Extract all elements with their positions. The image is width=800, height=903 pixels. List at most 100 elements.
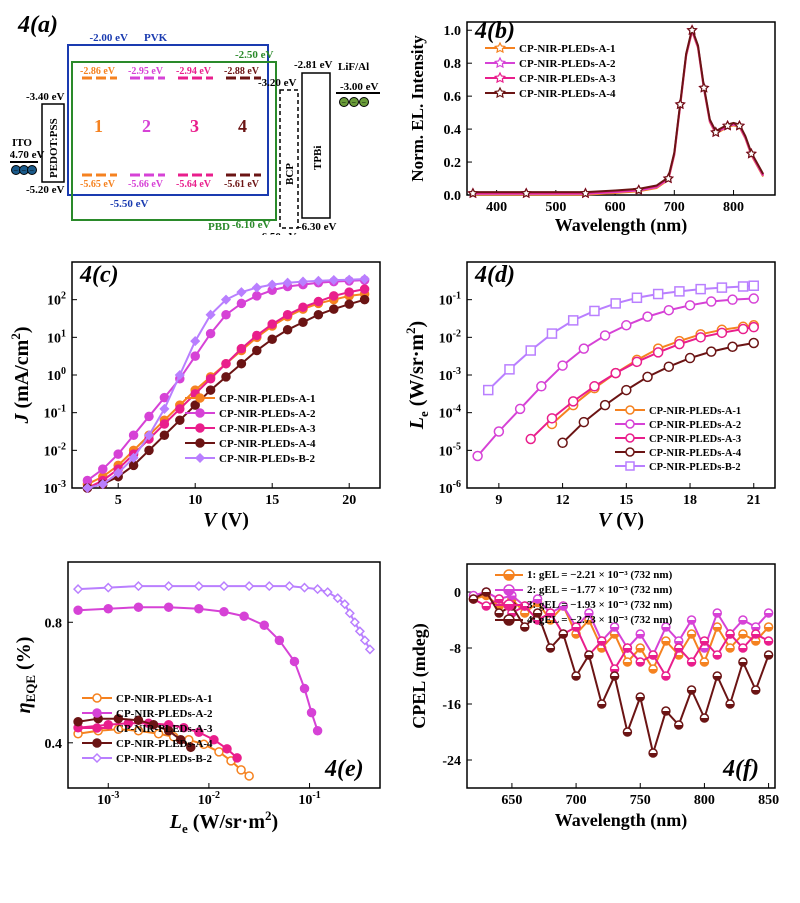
svg-text:CP-NIR-PLEDs-A-2: CP-NIR-PLEDs-A-2	[649, 420, 741, 431]
svg-text:-5.20 eV: -5.20 eV	[26, 184, 65, 196]
svg-text:800: 800	[723, 200, 744, 215]
panel-c: 510152010-310-210-1100101102CP-NIR-PLEDs…	[10, 250, 395, 540]
svg-text:10-5: 10-5	[439, 441, 461, 459]
svg-text:1: 1	[94, 116, 103, 136]
svg-text:9: 9	[495, 493, 502, 508]
svg-text:PEDOT:PSS: PEDOT:PSS	[48, 118, 60, 178]
svg-text:CP-NIR-PLEDs-A-3: CP-NIR-PLEDs-A-3	[519, 73, 616, 85]
svg-text:CP-NIR-PLEDs-A-2: CP-NIR-PLEDs-A-2	[219, 408, 316, 420]
svg-text:PBD: PBD	[208, 221, 230, 233]
svg-text:V (V): V (V)	[203, 509, 249, 531]
svg-text:4(c): 4(c)	[79, 262, 119, 288]
svg-text:CP-NIR-PLEDs-A-4: CP-NIR-PLEDs-A-4	[219, 438, 316, 450]
svg-text:-3.00 eV: -3.00 eV	[340, 81, 379, 93]
svg-text:10-1: 10-1	[44, 404, 66, 422]
figure-grid: 4(a) ITO -4.70 eV − − − PEDOT:PSS -3.40 …	[10, 10, 790, 840]
svg-text:-5.64 eV: -5.64 eV	[176, 179, 212, 190]
svg-text:650: 650	[501, 793, 522, 808]
svg-text:10-3: 10-3	[439, 366, 461, 384]
svg-text:-6.30 eV: -6.30 eV	[298, 221, 337, 233]
svg-text:CP-NIR-PLEDs-A-4: CP-NIR-PLEDs-A-4	[116, 738, 213, 750]
panel-a-label: 4(a)	[17, 12, 58, 38]
svg-text:-6.10 eV: -6.10 eV	[232, 219, 271, 231]
svg-text:3: 3	[190, 116, 199, 136]
layer-ito: ITO -4.70 eV − − −	[10, 137, 45, 175]
svg-text:CP-NIR-PLEDs-A-3: CP-NIR-PLEDs-A-3	[116, 723, 213, 735]
svg-text:−: −	[14, 166, 19, 175]
svg-text:-24: -24	[442, 754, 461, 769]
panel-f: 650700750800850-24-16-801: gEL = −2.21 ×…	[405, 550, 790, 840]
svg-text:1: gEL = −2.21 × 10⁻³ (732 nm): 1: gEL = −2.21 × 10⁻³ (732 nm)	[527, 569, 673, 581]
svg-text:CP-NIR-PLEDs-B-2: CP-NIR-PLEDs-B-2	[219, 453, 315, 465]
svg-text:10-4: 10-4	[439, 404, 461, 422]
svg-text:10-2: 10-2	[198, 790, 220, 808]
svg-text:PVK: PVK	[144, 32, 168, 44]
svg-text:Le (W/sr·m2): Le (W/sr·m2)	[169, 808, 278, 835]
svg-text:CP-NIR-PLEDs-B-2: CP-NIR-PLEDs-B-2	[116, 753, 212, 765]
svg-text:700: 700	[664, 200, 685, 215]
svg-text:CP-NIR-PLEDs-A-1: CP-NIR-PLEDs-A-1	[219, 393, 316, 405]
svg-text:10-3: 10-3	[44, 479, 66, 497]
svg-text:-2.00 eV: -2.00 eV	[90, 32, 129, 44]
layer-bcp: BCP -3.20 eV -6.50 eV	[258, 77, 298, 235]
svg-text:−: −	[30, 166, 35, 175]
svg-text:10-6: 10-6	[439, 479, 461, 497]
svg-text:-2.86 eV: -2.86 eV	[80, 66, 116, 77]
svg-text:V (V): V (V)	[598, 509, 644, 531]
svg-text:Wavelength (nm): Wavelength (nm)	[555, 215, 688, 235]
svg-text:−: −	[342, 98, 347, 107]
svg-text:-2.81 eV: -2.81 eV	[294, 59, 333, 71]
svg-text:-6.50 eV: -6.50 eV	[258, 231, 297, 235]
svg-text:-3.40 eV: -3.40 eV	[26, 91, 65, 103]
svg-text:CP-NIR-PLEDs-A-1: CP-NIR-PLEDs-A-1	[519, 43, 616, 55]
svg-text:3: gEL = −1.93 × 10⁻³ (732 nm): 3: gEL = −1.93 × 10⁻³ (732 nm)	[527, 599, 673, 611]
svg-text:-5.66 eV: -5.66 eV	[128, 179, 164, 190]
panel-d: 91215182110-610-510-410-310-210-1CP-NIR-…	[405, 250, 790, 540]
svg-text:Wavelength (nm): Wavelength (nm)	[555, 810, 688, 831]
chart-f: 650700750800850-24-16-801: gEL = −2.21 ×…	[405, 550, 785, 835]
svg-text:400: 400	[486, 200, 507, 215]
svg-text:4: 4	[238, 116, 247, 136]
svg-text:15: 15	[265, 493, 279, 508]
svg-text:0: 0	[454, 586, 461, 601]
svg-text:−: −	[362, 98, 367, 107]
svg-text:Le (W/sr·m2): Le (W/sr·m2)	[405, 321, 431, 430]
svg-text:CP-NIR-PLEDs-A-3: CP-NIR-PLEDs-A-3	[219, 423, 316, 435]
svg-text:750: 750	[630, 793, 651, 808]
svg-text:4: gEL = −2.73 × 10⁻³ (732 nm): 4: gEL = −2.73 × 10⁻³ (732 nm)	[527, 614, 673, 626]
svg-text:CPEL (mdeg): CPEL (mdeg)	[409, 623, 430, 729]
svg-text:4(b): 4(b)	[474, 18, 515, 44]
svg-text:20: 20	[342, 493, 356, 508]
svg-text:4(e): 4(e)	[324, 756, 364, 782]
svg-text:-2.50 eV: -2.50 eV	[235, 49, 274, 61]
chart-c: 510152010-310-210-1100101102CP-NIR-PLEDs…	[10, 250, 390, 535]
layer-lifal: LiF/Al -3.00 eV − − −	[336, 61, 380, 107]
svg-text:-5.50 eV: -5.50 eV	[110, 198, 149, 210]
svg-text:ITO: ITO	[12, 137, 32, 149]
panel-b: 4005006007008000.00.20.40.60.81.0CP-NIR-…	[405, 10, 790, 240]
svg-text:102: 102	[47, 291, 66, 309]
svg-text:BCP: BCP	[284, 163, 296, 185]
svg-text:CP-NIR-PLEDs-A-4: CP-NIR-PLEDs-A-4	[649, 448, 742, 459]
svg-text:LiF/Al: LiF/Al	[338, 61, 369, 73]
svg-text:1.0: 1.0	[444, 24, 462, 39]
svg-text:-16: -16	[442, 698, 461, 713]
svg-text:100: 100	[47, 366, 66, 384]
svg-text:-8: -8	[449, 642, 461, 657]
svg-text:-4.70 eV: -4.70 eV	[10, 149, 45, 161]
svg-text:-3.20 eV: -3.20 eV	[258, 77, 297, 89]
svg-text:-2.95 eV: -2.95 eV	[128, 66, 164, 77]
svg-text:0.6: 0.6	[444, 90, 462, 105]
svg-text:2: gEL = −1.77 × 10⁻³ (732 nm): 2: gEL = −1.77 × 10⁻³ (732 nm)	[527, 584, 673, 596]
svg-text:700: 700	[566, 793, 587, 808]
svg-text:TPBi: TPBi	[312, 146, 324, 170]
svg-text:10-2: 10-2	[439, 328, 461, 346]
svg-text:10-1: 10-1	[439, 291, 461, 309]
svg-text:−: −	[352, 98, 357, 107]
svg-text:CP-NIR-PLEDs-A-3: CP-NIR-PLEDs-A-3	[649, 434, 741, 445]
svg-text:10-2: 10-2	[44, 441, 66, 459]
svg-text:850: 850	[758, 793, 779, 808]
svg-text:-2.88 eV: -2.88 eV	[224, 66, 260, 77]
panel-e: 10-310-210-10.40.8CP-NIR-PLEDs-A-1CP-NIR…	[10, 550, 395, 840]
svg-text:18: 18	[683, 493, 697, 508]
